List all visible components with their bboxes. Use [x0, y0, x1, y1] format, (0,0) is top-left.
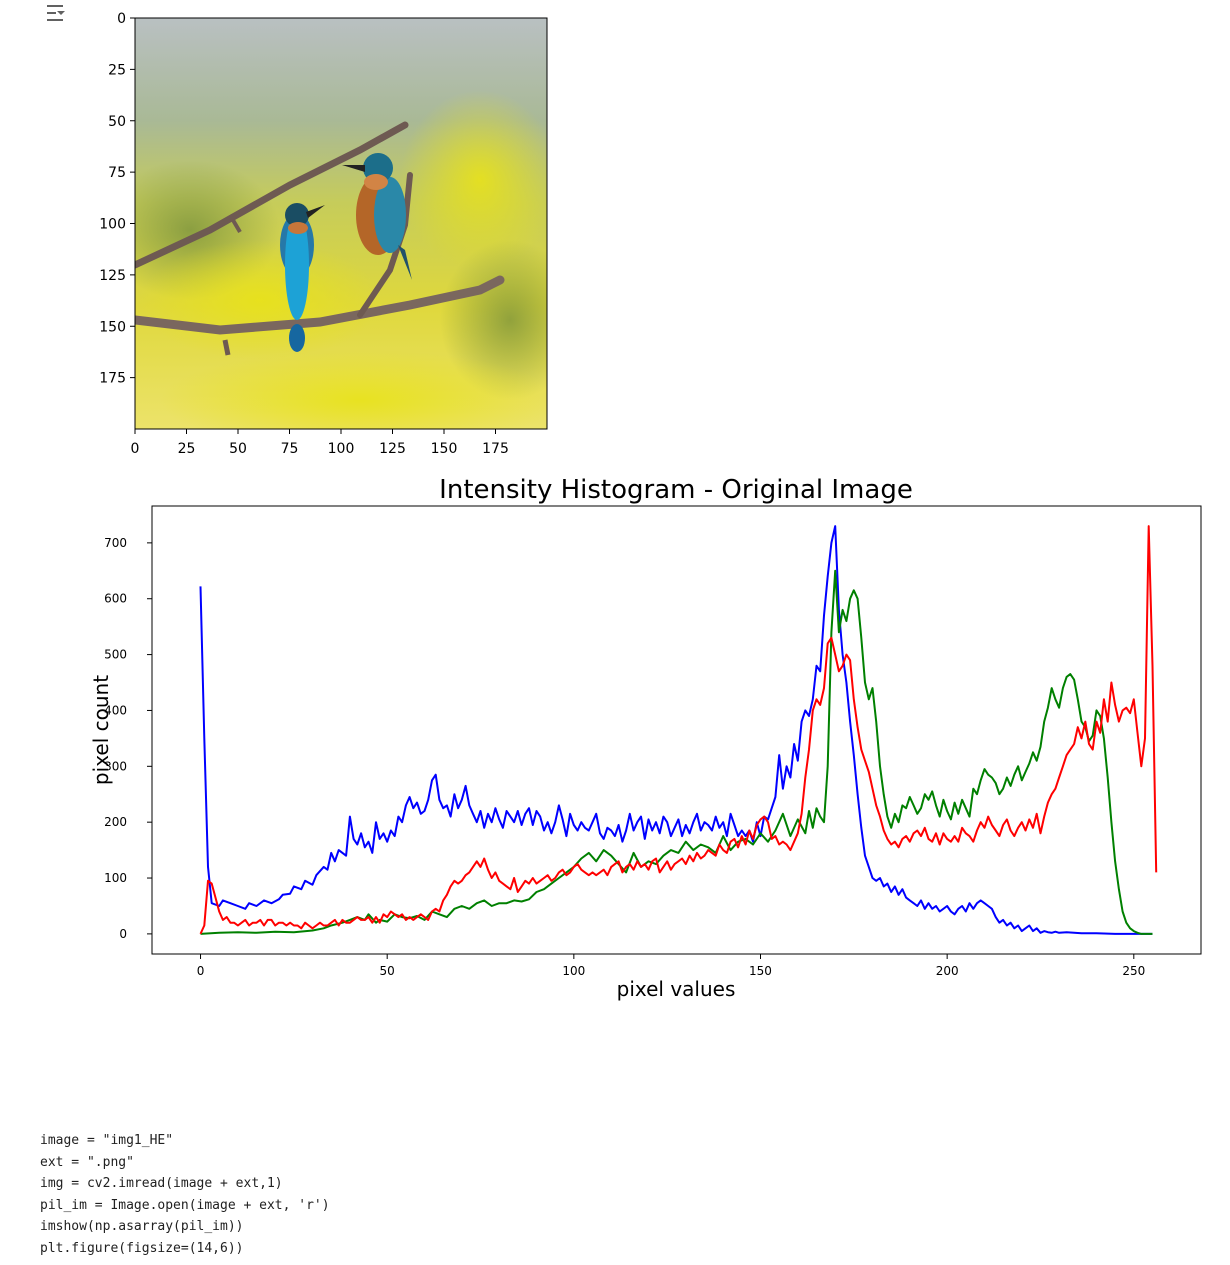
image-x-tick-label: 125 — [379, 441, 406, 457]
y-tick-label: 500 — [104, 648, 127, 662]
image-y-tick-label: 0 — [117, 11, 126, 27]
chart-title: Intensity Histogram - Original Image — [439, 475, 913, 505]
output-toggle-icon[interactable] — [44, 2, 68, 24]
image-y-tick-label: 175 — [99, 371, 126, 387]
image-x-tick-label: 25 — [178, 441, 196, 457]
code-line: image = "img1_HE" — [40, 1133, 174, 1148]
y-tick-label: 100 — [104, 871, 127, 885]
x-axis-ticks: 0 50 100 150 200 250 — [197, 954, 1145, 978]
image-y-tick-label: 25 — [108, 62, 126, 78]
x-tick-label: 200 — [936, 964, 959, 978]
image-y-tick-label: 50 — [108, 114, 126, 130]
x-tick-label: 50 — [380, 964, 395, 978]
series-line-0 — [199, 525, 1153, 935]
code-line: ext = ".png" — [40, 1154, 134, 1170]
x-tick-label: 150 — [749, 964, 772, 978]
image-x-tick-label: 150 — [431, 441, 458, 457]
y-axis-ticks: 0 100 200 300 400 500 600 700 — [104, 536, 152, 941]
code-line: plt.figure(figsize=(14,6)) — [40, 1240, 244, 1256]
y-tick-label: 400 — [104, 703, 127, 717]
x-axis-label: pixel values — [617, 977, 736, 1001]
x-tick-label: 100 — [562, 964, 585, 978]
series-line-2 — [199, 525, 1158, 935]
code-line: img = cv2.imread(image + ext,1) — [40, 1176, 283, 1191]
y-tick-label: 700 — [104, 536, 127, 550]
y-tick-label: 300 — [104, 759, 127, 773]
histogram-chart: Intensity Histogram - Original Image 0 10… — [89, 475, 1202, 1001]
y-tick-label: 0 — [119, 927, 127, 941]
code-line: pil_im = Image.open(image + ext, 'r') — [40, 1197, 330, 1213]
image-y-tick-label: 150 — [99, 319, 126, 335]
image-x-tick-label: 75 — [281, 441, 299, 457]
image-x-tick-label: 175 — [482, 441, 509, 457]
image-y-axis-ticks: 0 25 50 75 100 125 150 175 — [99, 11, 135, 387]
kingfishers-photo — [135, 18, 547, 429]
image-figure: 0 25 50 75 100 125 150 175 0 25 50 75 100 125 150 175 — [99, 11, 548, 457]
image-x-tick-label: 0 — [131, 441, 140, 457]
y-axis-label: pixel count — [89, 675, 113, 785]
x-tick-label: 0 — [197, 964, 205, 978]
code-cell[interactable]: image = "img1_HE"ext = ".png" img = cv2.i… — [40, 1130, 330, 1259]
image-y-tick-label: 100 — [99, 217, 126, 233]
histogram-series — [199, 525, 1158, 935]
image-x-tick-label: 100 — [328, 441, 355, 457]
code-line: imshow(np.asarray(pil_im)) — [40, 1219, 244, 1234]
y-tick-label: 200 — [104, 815, 127, 829]
image-x-axis-ticks: 0 25 50 75 100 125 150 175 — [131, 429, 509, 457]
image-y-tick-label: 75 — [108, 165, 126, 181]
y-tick-label: 600 — [104, 592, 127, 606]
image-x-tick-label: 50 — [229, 441, 247, 457]
series-line-1 — [200, 569, 1153, 935]
x-tick-label: 250 — [1122, 964, 1145, 978]
image-y-tick-label: 125 — [99, 268, 126, 284]
